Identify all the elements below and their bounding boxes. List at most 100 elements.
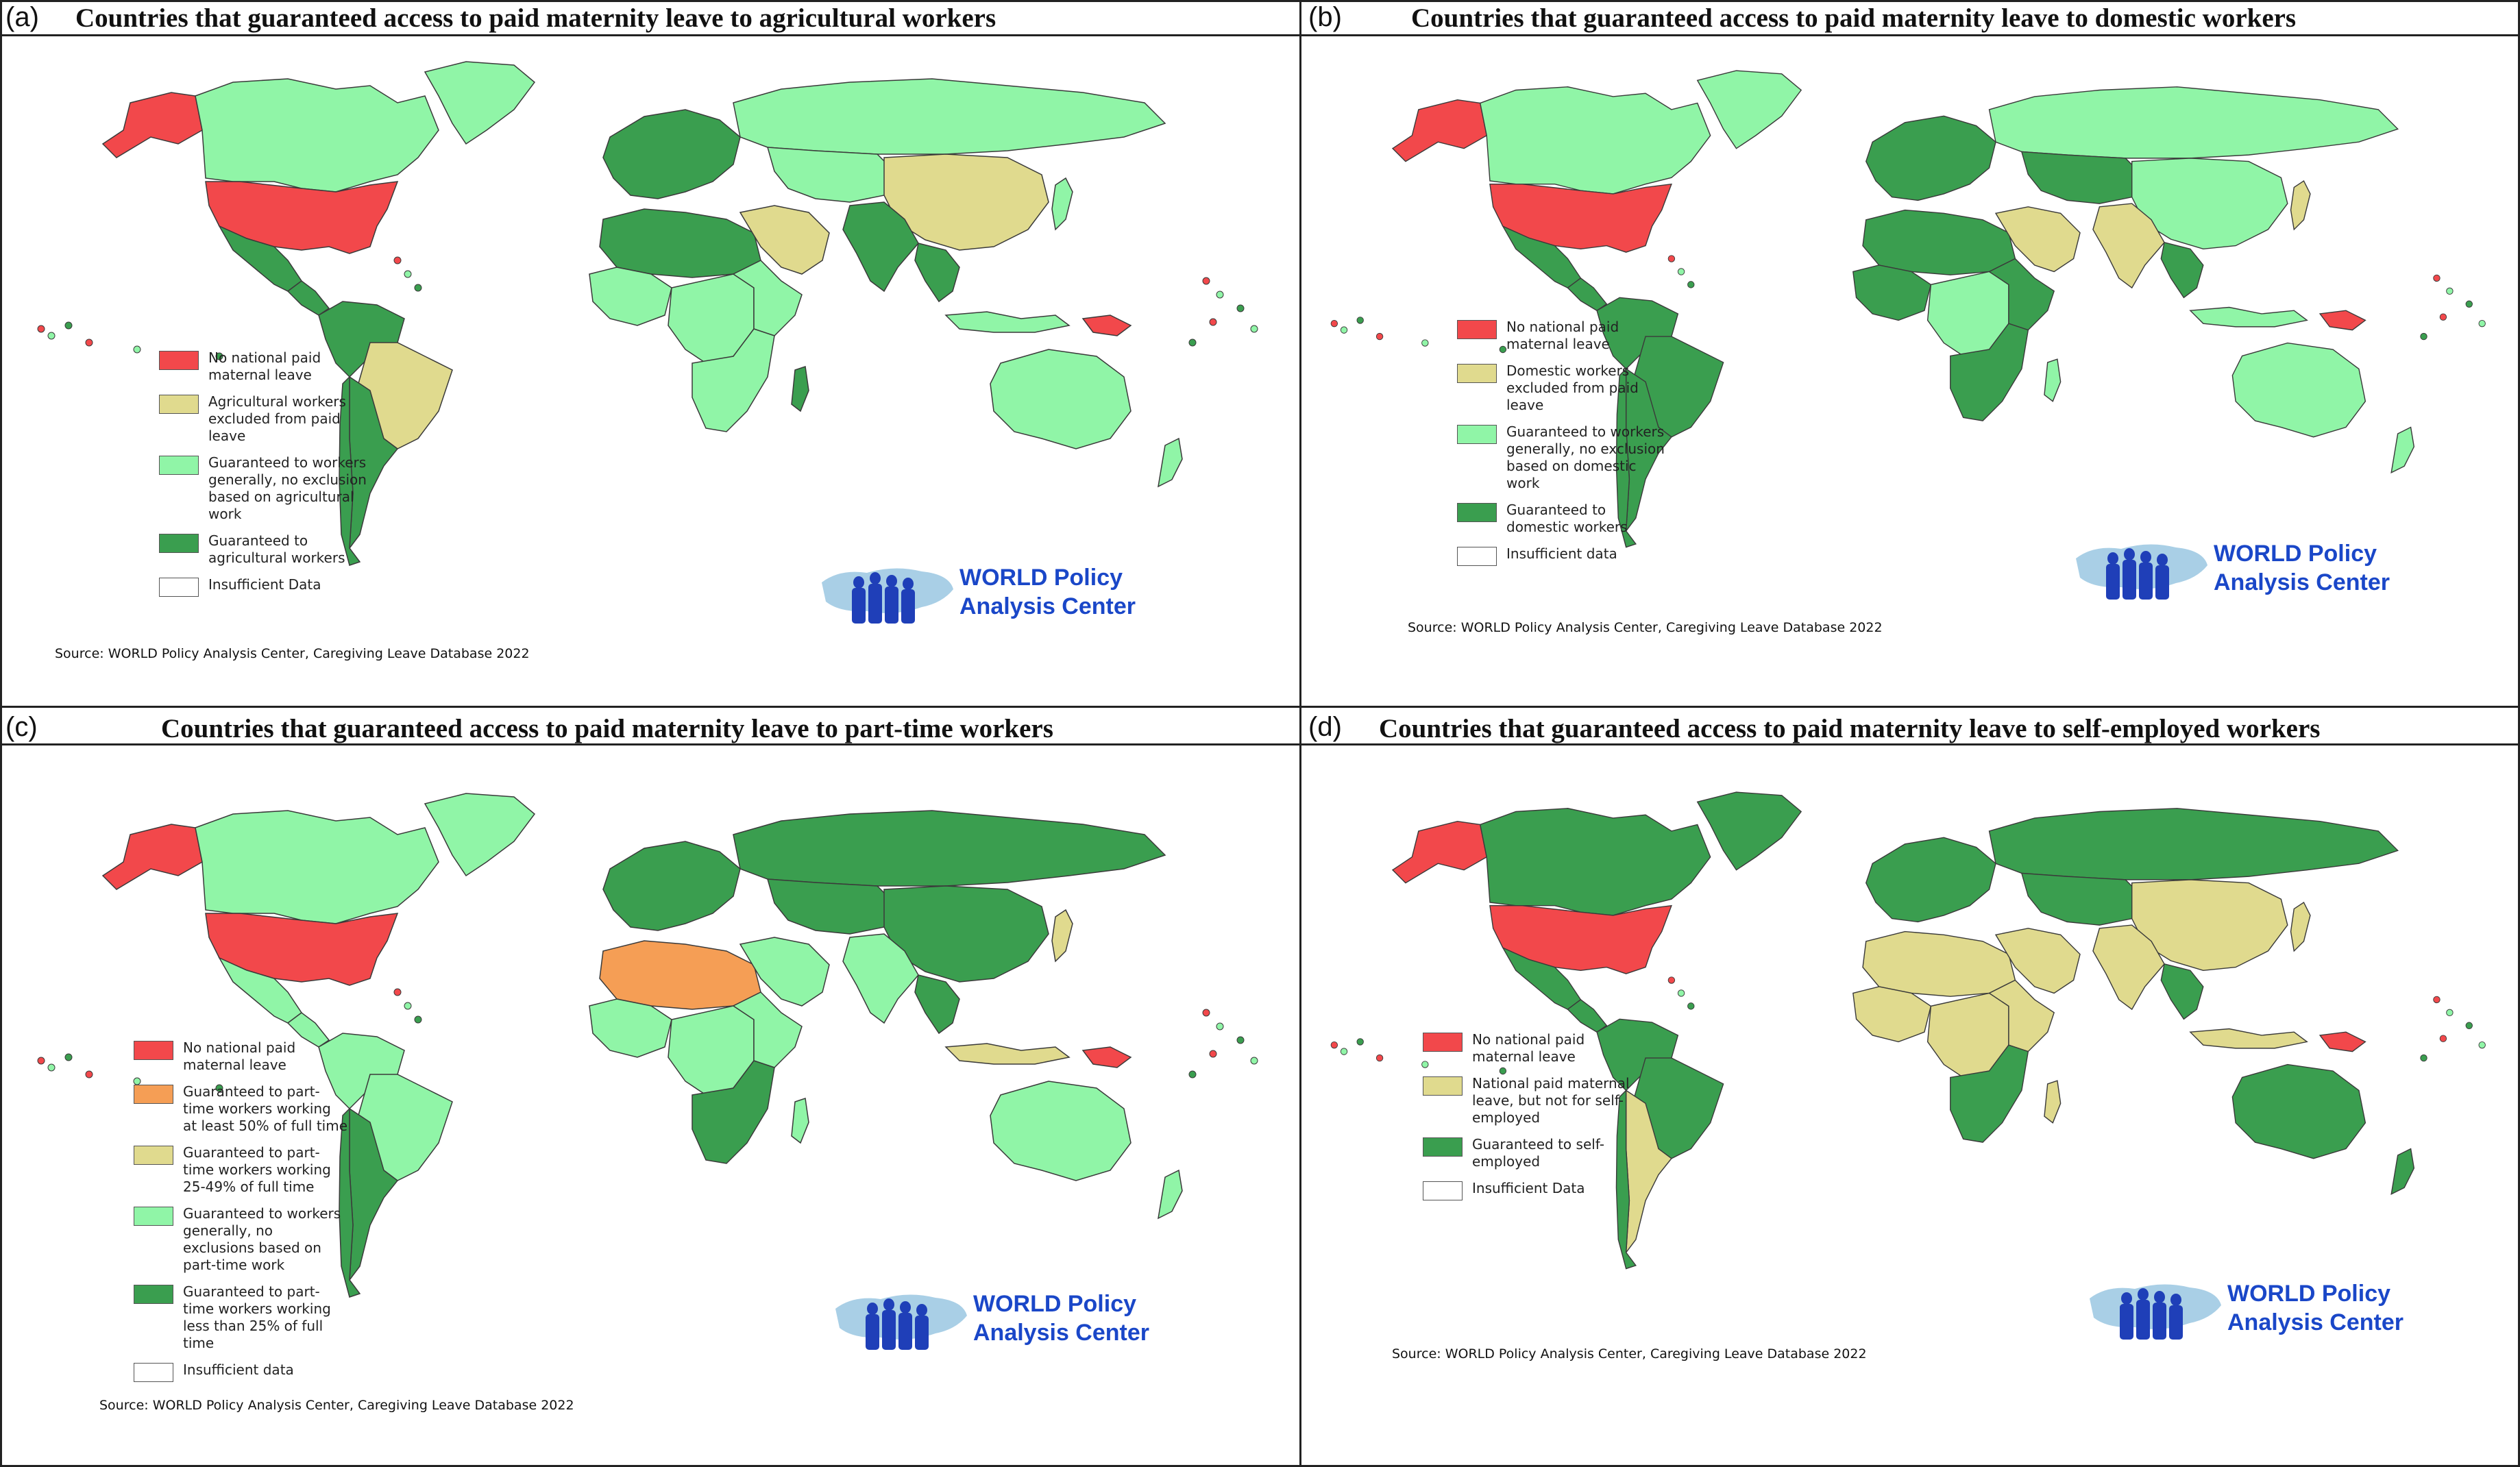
island-marker bbox=[2466, 1022, 2472, 1028]
region-canada bbox=[195, 79, 439, 192]
island-marker bbox=[2447, 1009, 2453, 1015]
island-marker bbox=[1189, 339, 1196, 346]
panel-label-d: (d) bbox=[1308, 712, 1342, 743]
island-marker bbox=[1357, 1039, 1363, 1045]
region-australia bbox=[2232, 1065, 2365, 1159]
legend-label: Guaranteed to part-time workers working … bbox=[183, 1283, 347, 1352]
island-marker bbox=[1678, 990, 1684, 996]
source-note-b: Source: WORLD Policy Analysis Center, Ca… bbox=[1408, 620, 1883, 635]
island-marker bbox=[2421, 1055, 2427, 1061]
legend-swatch bbox=[159, 534, 199, 553]
legend-swatch bbox=[1457, 364, 1497, 383]
legend-swatch bbox=[134, 1363, 173, 1382]
region-europe bbox=[1866, 837, 1996, 922]
region-alaska bbox=[103, 93, 202, 158]
logo-text: WORLD Policy Analysis Center bbox=[2214, 539, 2390, 597]
legend-swatch bbox=[1423, 1076, 1463, 1096]
region-centralasia bbox=[768, 879, 898, 934]
panel-title-c: Countries that guaranteed access to paid… bbox=[161, 713, 1053, 744]
island-marker bbox=[1251, 1057, 1258, 1064]
legend-item: National paid maternal leave, but not fo… bbox=[1423, 1075, 1637, 1126]
region-greenland bbox=[1698, 792, 1801, 870]
legend-item: Guaranteed to workers generally, no excl… bbox=[159, 454, 373, 523]
island-marker bbox=[1203, 1009, 1210, 1016]
island-marker bbox=[415, 1016, 421, 1023]
island-marker bbox=[1237, 1037, 1244, 1044]
legend-label: Insufficient data bbox=[1506, 545, 1617, 563]
region-nafrica bbox=[600, 209, 761, 278]
legend-swatch bbox=[159, 395, 199, 414]
region-russia bbox=[1990, 809, 2398, 880]
island-marker bbox=[1251, 325, 1258, 332]
island-marker bbox=[1216, 291, 1223, 298]
island-marker bbox=[2447, 288, 2453, 294]
island-marker bbox=[394, 989, 401, 996]
region-westafrica bbox=[1853, 987, 1931, 1041]
island-marker bbox=[1331, 1041, 1337, 1048]
legend-label: Insufficient Data bbox=[1472, 1180, 1585, 1197]
island-marker bbox=[404, 271, 411, 278]
region-nafrica bbox=[1863, 932, 2015, 997]
region-centralasia bbox=[768, 147, 898, 202]
region-russia bbox=[733, 811, 1165, 886]
logo-line-1: WORLD Policy bbox=[2214, 539, 2390, 568]
panel-d: (d) Countries that guaranteed access to … bbox=[1301, 708, 2520, 1467]
legend-label: Guaranteed to agricultural workers bbox=[208, 532, 373, 567]
logo-line-2: Analysis Center bbox=[973, 1318, 1149, 1347]
island-marker bbox=[48, 1064, 55, 1071]
logo-b: WORLD Policy Analysis Center bbox=[2073, 538, 2430, 606]
island-marker bbox=[415, 284, 421, 291]
region-centralam bbox=[1567, 1000, 1606, 1032]
legend-swatch bbox=[1457, 425, 1497, 444]
region-japan bbox=[2291, 181, 2310, 230]
legend-item: Guaranteed to part-time workers working … bbox=[134, 1283, 347, 1352]
region-canada bbox=[1480, 87, 1711, 194]
legend-swatch bbox=[1457, 503, 1497, 522]
legend-item: No national paid maternal leave bbox=[134, 1039, 347, 1074]
legend-item: No national paid maternal leave bbox=[1423, 1031, 1637, 1065]
region-png bbox=[2320, 1032, 2365, 1051]
island-marker bbox=[38, 325, 45, 332]
island-marker bbox=[38, 1057, 45, 1064]
region-madagascar bbox=[2044, 359, 2061, 402]
source-note-d: Source: WORLD Policy Analysis Center, Ca… bbox=[1392, 1346, 1867, 1361]
legend-swatch bbox=[134, 1146, 173, 1165]
legend-label: Guaranteed to part-time workers working … bbox=[183, 1144, 347, 1196]
island-marker bbox=[2440, 1035, 2446, 1041]
region-nz bbox=[1158, 1170, 1182, 1218]
region-europe bbox=[1866, 116, 1996, 200]
island-marker bbox=[404, 1002, 411, 1009]
region-nz bbox=[2391, 428, 2414, 473]
island-marker bbox=[134, 346, 140, 353]
legend-label: Guaranteed to self-employed bbox=[1472, 1136, 1637, 1170]
region-nz bbox=[2391, 1149, 2414, 1194]
island-marker bbox=[1688, 1003, 1694, 1009]
region-canada bbox=[1480, 809, 1711, 915]
panel-label-b: (b) bbox=[1308, 2, 1342, 33]
legend-swatch bbox=[1457, 320, 1497, 339]
panel-label-a: (a) bbox=[5, 2, 39, 33]
legend-label: No national paid maternal leave bbox=[183, 1039, 347, 1074]
island-marker bbox=[1331, 320, 1337, 326]
island-marker bbox=[2479, 1041, 2485, 1048]
legend-item: Insufficient Data bbox=[159, 576, 373, 597]
globe-people-icon bbox=[2073, 538, 2210, 606]
source-note-a: Source: WORLD Policy Analysis Center, Ca… bbox=[55, 646, 530, 661]
region-centralasia bbox=[2022, 873, 2145, 925]
region-westafrica bbox=[589, 267, 672, 325]
region-canada bbox=[195, 811, 439, 924]
legend-label: Agricultural workers excluded from paid … bbox=[208, 393, 373, 445]
region-indonesia bbox=[2190, 307, 2307, 326]
logo-line-2: Analysis Center bbox=[959, 592, 1136, 621]
legend-item: Insufficient Data bbox=[1423, 1180, 1637, 1200]
region-madagascar bbox=[792, 367, 809, 411]
panel-label-c: (c) bbox=[5, 712, 38, 743]
island-marker bbox=[86, 1071, 93, 1078]
island-marker bbox=[1237, 305, 1244, 312]
region-japan bbox=[1052, 910, 1073, 961]
panel-c: (c) Countries that guaranteed access to … bbox=[0, 708, 1299, 1467]
island-marker bbox=[1688, 282, 1694, 288]
region-seasia bbox=[915, 243, 959, 301]
legend-item: Guaranteed to workers generally, no excl… bbox=[134, 1205, 347, 1274]
legend-swatch bbox=[134, 1041, 173, 1060]
